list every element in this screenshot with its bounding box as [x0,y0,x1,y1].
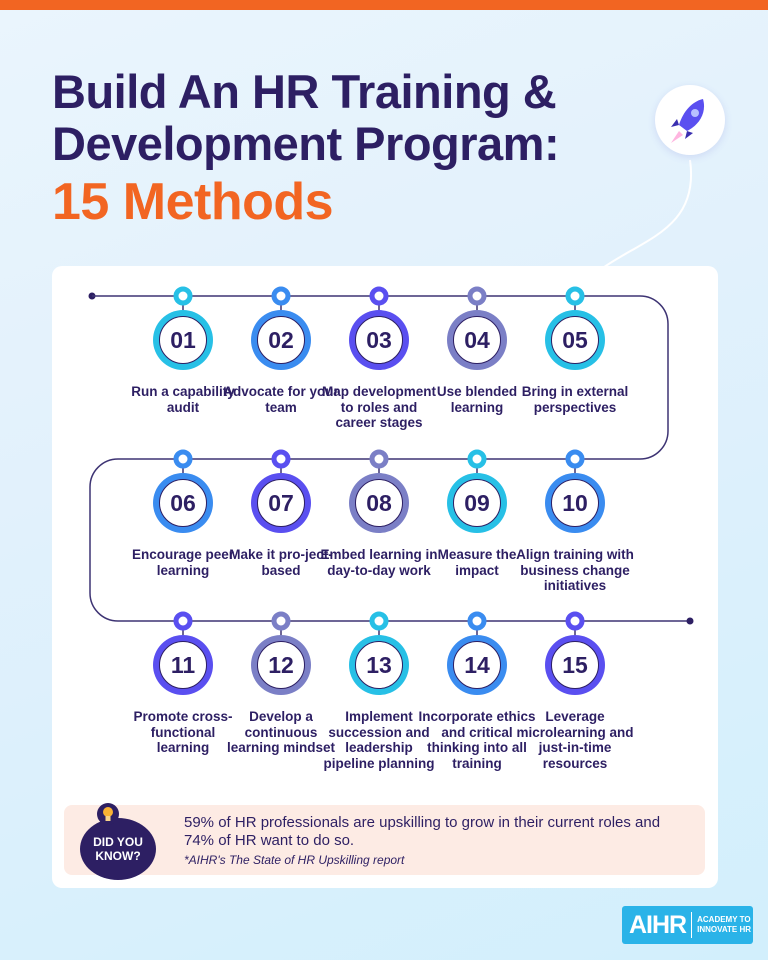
step-number: 14 [453,641,501,689]
did-you-know-box [64,805,705,875]
timeline-pin [271,611,291,631]
step-label: Encourage peer learning [131,547,235,578]
step-number-circle: 09 [447,473,507,533]
step-label: Use blended learning [436,384,518,415]
fact-source: *AIHR's The State of HR Upskilling repor… [184,853,405,867]
step-number-circle: 01 [153,310,213,370]
logo-mark: AIHR [629,910,687,939]
step-label: Run a capability audit [131,384,235,415]
timeline-pin [467,611,487,631]
step-label: Advocate for your team [223,384,339,415]
step-number: 02 [257,316,305,364]
timeline-pin [467,449,487,469]
logo-tagline-2: INNOVATE HR [697,925,752,934]
step-number-circle: 02 [251,310,311,370]
timeline-pin [565,611,585,631]
step-number: 08 [355,479,403,527]
top-accent-bar [0,0,768,10]
fact-text: 59% of HR professionals are upskilling t… [184,814,661,849]
step-number: 06 [159,479,207,527]
step-number: 13 [355,641,403,689]
step-number: 12 [257,641,305,689]
timeline-pin [565,449,585,469]
step-label: Develop a continuous learning mindset [226,709,336,755]
step-number-circle: 13 [349,635,409,695]
step-number: 04 [453,316,501,364]
step-label: Promote cross-functional learning [133,709,233,755]
rocket-icon [655,85,725,155]
logo-tagline-1: ACADEMY TO [697,915,751,924]
step-number-circle: 03 [349,310,409,370]
step-number-circle: 12 [251,635,311,695]
timeline-pin [271,286,291,306]
step-label: Leverage microlearning and just-in-time … [516,709,634,771]
step-number: 09 [453,479,501,527]
methods-card [52,266,718,888]
aihr-logo: AIHR ACADEMY TO INNOVATE HR [622,906,753,944]
step-number-circle: 14 [447,635,507,695]
page-title: Build An HR Training & Development Progr… [52,65,560,231]
title-highlight: 15 Methods [52,173,334,231]
step-number-circle: 10 [545,473,605,533]
badge-line-1: DID YOU [93,835,143,849]
step-label: Measure the impact [437,547,517,578]
timeline-pin [173,449,193,469]
step-number: 03 [355,316,403,364]
timeline-pin [369,449,389,469]
step-label: Bring in external perspectives [521,384,629,415]
step-number: 05 [551,316,599,364]
step-number-circle: 07 [251,473,311,533]
step-number: 10 [551,479,599,527]
step-number-circle: 08 [349,473,409,533]
badge-line-2: KNOW? [95,849,141,863]
step-label: Make it pro-ject-based [229,547,333,578]
step-number: 01 [159,316,207,364]
timeline-pin [369,286,389,306]
step-number-circle: 11 [153,635,213,695]
step-number: 15 [551,641,599,689]
timeline-pin [271,449,291,469]
rocket-trail [599,159,693,271]
timeline-pin [173,286,193,306]
step-number-circle: 06 [153,473,213,533]
lightbulb-icon [97,803,119,825]
timeline-pin [467,286,487,306]
step-number-circle: 04 [447,310,507,370]
step-number: 11 [159,641,207,689]
step-number: 07 [257,479,305,527]
step-label: Map development to roles and career stag… [321,384,437,430]
timeline-pin [565,286,585,306]
title-line-2: Development Program: [52,117,560,170]
timeline-pin [369,611,389,631]
step-label: Incorporate ethics and critical thinking… [418,709,536,771]
step-number-circle: 15 [545,635,605,695]
step-label: Align training with business change init… [516,547,634,593]
title-line-1: Build An HR Training & [52,65,557,118]
step-label: Embed learning in day-to-day work [320,547,438,578]
timeline-pin [173,611,193,631]
step-number-circle: 05 [545,310,605,370]
step-label: Implement succession and leadership pipe… [323,709,435,771]
did-you-know-badge: DID YOU KNOW? [80,818,156,880]
